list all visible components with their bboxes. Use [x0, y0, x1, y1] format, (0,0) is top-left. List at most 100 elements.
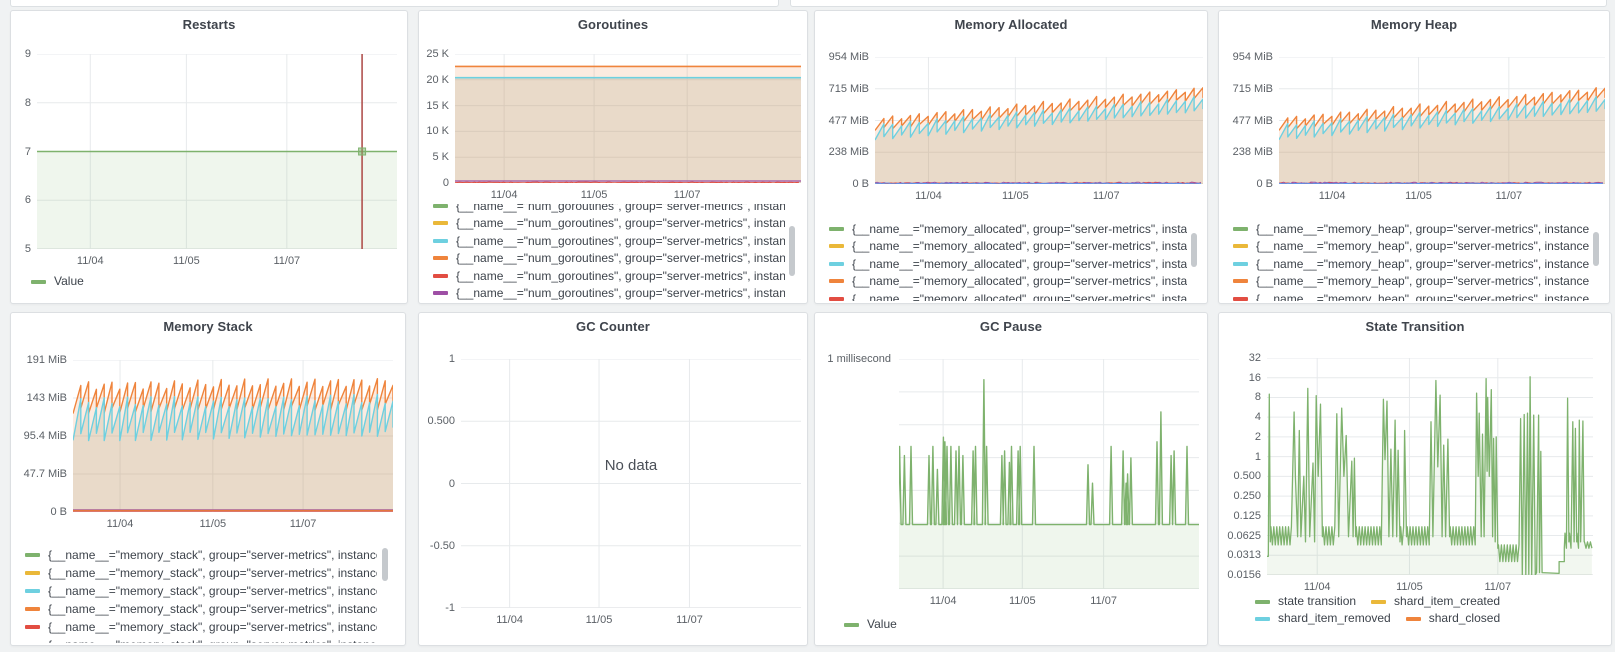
legend-item[interactable]: {__name__="memory_stack", group="server-…: [25, 546, 377, 564]
legend-item[interactable]: shard_item_removed: [1255, 610, 1391, 627]
y-axis-label: 0 B: [852, 178, 869, 190]
legend-item[interactable]: {__name__="memory_stack", group="server-…: [25, 564, 377, 582]
legend-item[interactable]: {__name__="memory_allocated", group="ser…: [829, 273, 1187, 291]
y-axis-label: 0: [448, 477, 455, 490]
panel-title[interactable]: Goroutines: [577, 17, 649, 32]
time-series-chart[interactable]: [875, 57, 1203, 184]
panel-title[interactable]: GC Pause: [979, 319, 1043, 334]
legend-swatch-icon: [433, 221, 448, 226]
time-series-chart[interactable]: [899, 359, 1199, 589]
legend-label: state transition: [1278, 594, 1357, 608]
panel-title[interactable]: Memory Allocated: [954, 17, 1068, 32]
legend-swatch-icon: [25, 553, 40, 557]
legend-item[interactable]: {__name__="memory_heap", group="server-m…: [1233, 255, 1589, 273]
legend-label: {__name__="memory_stack", group="server-…: [48, 584, 377, 598]
legend-item[interactable]: state transition: [1255, 593, 1356, 610]
legend-label: {__name__="memory_heap", group="server-m…: [1256, 291, 1589, 301]
y-axis-label: 1: [448, 353, 455, 365]
legend-item[interactable]: {__name__="memory_stack", group="server-…: [25, 582, 377, 600]
time-series-chart[interactable]: [1279, 57, 1605, 184]
legend-swatch-icon: [25, 625, 40, 629]
panel-title[interactable]: State Transition: [1365, 319, 1465, 334]
legend-swatch-icon: [829, 279, 844, 284]
legend-item[interactable]: shard_item_created: [1371, 593, 1500, 610]
y-axis-label: 191 MiB: [26, 354, 67, 366]
legend-scrollbar[interactable]: [1191, 233, 1197, 267]
y-axis-label: 4: [1254, 411, 1261, 424]
legend-item[interactable]: {__name__="num_goroutines", group="serve…: [433, 232, 785, 250]
time-series-chart[interactable]: [455, 54, 801, 183]
legend-item[interactable]: Value: [844, 616, 897, 633]
legend-item[interactable]: {__name__="memory_heap", group="server-m…: [1233, 290, 1589, 301]
legend-scrollbar[interactable]: [382, 548, 388, 581]
legend-item[interactable]: {__name__="num_goroutines", group="serve…: [433, 267, 785, 285]
y-axis-label: 0.250: [1233, 490, 1261, 503]
y-axis-label: 7: [24, 145, 31, 158]
x-axis-label: 11/04: [915, 190, 942, 202]
legend-label: shard_item_created: [1394, 594, 1501, 608]
legend-label: {__name__="memory_stack", group="server-…: [48, 638, 377, 643]
y-axis-label: 1 millisecond: [827, 353, 891, 365]
y-axis-label: 25 K: [426, 48, 449, 60]
legend-label: {__name__="memory_allocated", group="ser…: [852, 221, 1187, 236]
y-axis-label: 20 K: [426, 73, 449, 86]
y-axis-label: -1: [445, 602, 455, 614]
legend-label: Value: [867, 617, 897, 631]
y-axis-label: 47.7 MiB: [23, 468, 67, 480]
legend-swatch-icon: [1233, 296, 1248, 301]
legend: {__name__="memory_allocated", group="ser…: [829, 220, 1187, 301]
panel-title[interactable]: Memory Heap: [1370, 17, 1458, 32]
legend-item[interactable]: {__name__="num_goroutines", group="serve…: [433, 285, 785, 302]
legend-item[interactable]: {__name__="memory_allocated", group="ser…: [829, 255, 1187, 273]
legend-scrollbar[interactable]: [1593, 232, 1599, 266]
x-axis-label: 11/07: [1484, 581, 1512, 593]
legend-label: {__name__="num_goroutines", group="serve…: [456, 233, 785, 248]
x-axis-label: 11/07: [1090, 595, 1117, 607]
y-axis-label: 6: [24, 194, 31, 207]
y-axis-label: 15 K: [426, 99, 449, 112]
panel-title[interactable]: Memory Stack: [163, 319, 253, 334]
time-series-chart[interactable]: [1267, 358, 1593, 575]
legend-item[interactable]: Value: [31, 273, 84, 290]
legend-swatch-icon: [829, 296, 844, 301]
y-axis-label: 0.0156: [1227, 569, 1261, 581]
legend-item[interactable]: {__name__="memory_heap", group="server-m…: [1233, 273, 1589, 291]
legend: Value: [31, 273, 99, 290]
panel-memory-heap: Memory Heap {__name__="memory_heap", gro…: [1218, 10, 1610, 304]
legend-item[interactable]: {__name__="num_goroutines", group="serve…: [433, 215, 785, 233]
legend-label: Value: [54, 274, 84, 288]
y-axis-label: 0 B: [1256, 178, 1273, 190]
legend-label: shard_closed: [1428, 611, 1501, 625]
legend-item[interactable]: {__name__="memory_allocated", group="ser…: [829, 238, 1187, 256]
legend-item[interactable]: {__name__="memory_heap", group="server-m…: [1233, 220, 1589, 238]
panel-title[interactable]: Restarts: [182, 17, 236, 32]
legend-label: {__name__="num_goroutines", group="serve…: [456, 251, 785, 266]
legend-label: {__name__="num_goroutines", group="serve…: [456, 216, 785, 231]
legend-item[interactable]: {__name__="memory_allocated", group="ser…: [829, 220, 1187, 238]
panel-memory-allocated: Memory Allocated {__name__="memory_alloc…: [814, 10, 1208, 304]
legend-item[interactable]: {__name__="num_goroutines", group="serve…: [433, 204, 785, 215]
legend-item[interactable]: {__name__="memory_stack", group="server-…: [25, 636, 377, 643]
legend-scrollbar[interactable]: [789, 226, 795, 276]
y-axis-label: 0.0625: [1227, 529, 1261, 542]
legend-item[interactable]: {__name__="num_goroutines", group="serve…: [433, 250, 785, 268]
time-series-chart[interactable]: [73, 360, 393, 512]
x-axis-label: 11/05: [1002, 190, 1029, 202]
legend-item[interactable]: {__name__="memory_stack", group="server-…: [25, 618, 377, 636]
legend-item[interactable]: {__name__="memory_stack", group="server-…: [25, 600, 377, 618]
legend-swatch-icon: [433, 291, 448, 296]
legend-item[interactable]: {__name__="memory_heap", group="server-m…: [1233, 238, 1589, 256]
y-axis-label: 954 MiB: [1232, 51, 1273, 63]
y-axis-label: 954 MiB: [828, 51, 869, 63]
y-axis-label: -0.50: [429, 539, 455, 552]
panel-title[interactable]: GC Counter: [576, 319, 650, 334]
legend: Value: [844, 616, 912, 633]
time-series-chart[interactable]: [461, 359, 801, 608]
legend-item[interactable]: shard_closed: [1405, 610, 1501, 627]
x-axis-label: 11/04: [1303, 581, 1331, 593]
panel-above-left-edge: [10, 0, 779, 7]
legend-item[interactable]: {__name__="memory_allocated", group="ser…: [829, 290, 1187, 301]
time-series-chart[interactable]: [37, 54, 397, 249]
legend-swatch-icon: [1233, 226, 1248, 231]
